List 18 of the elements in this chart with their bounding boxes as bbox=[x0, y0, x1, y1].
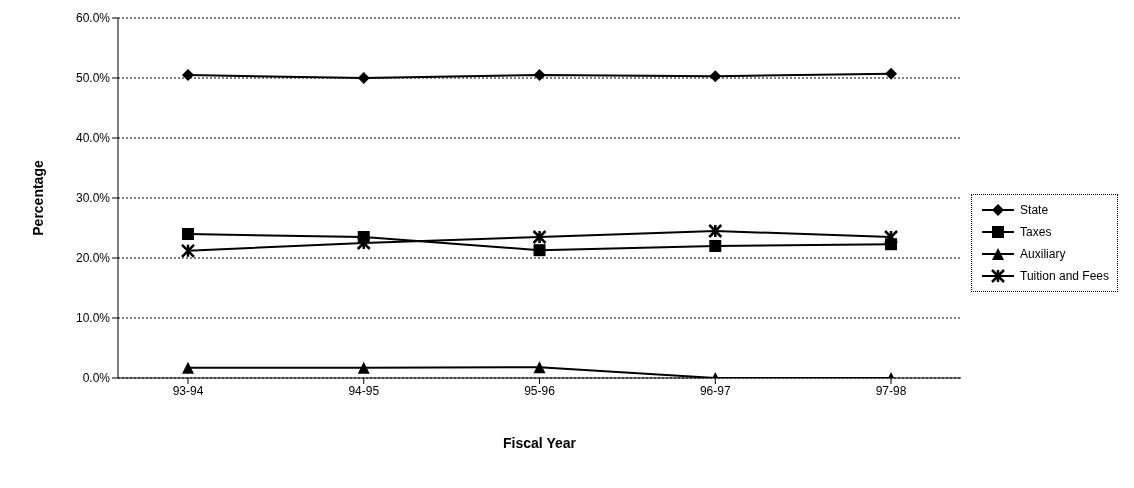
x-tick-label: 95-96 bbox=[524, 383, 556, 398]
y-tick-label: 40.0% bbox=[75, 131, 111, 146]
y-tick-label: 30.0% bbox=[75, 191, 111, 206]
x-tick-label: 96-97 bbox=[699, 383, 731, 398]
legend-label: Auxiliary bbox=[1020, 247, 1066, 261]
y-tick-label: 50.0% bbox=[75, 71, 111, 86]
y-axis-title: Percentage bbox=[29, 160, 46, 236]
x-tick-label: 97-98 bbox=[875, 383, 907, 398]
legend-label: Taxes bbox=[1020, 225, 1052, 239]
legend-label: Tuition and Fees bbox=[1020, 269, 1109, 283]
x-tick-label: 94-95 bbox=[348, 383, 380, 398]
y-tick-label: 20.0% bbox=[75, 251, 111, 266]
y-tick-label: 10.0% bbox=[75, 311, 111, 326]
y-tick-label: 0.0% bbox=[82, 371, 111, 386]
y-tick-label: 60.0% bbox=[75, 11, 111, 26]
x-axis-title: Fiscal Year bbox=[503, 435, 577, 451]
x-tick-label: 93-94 bbox=[172, 383, 204, 398]
legend-label: State bbox=[1020, 203, 1049, 217]
